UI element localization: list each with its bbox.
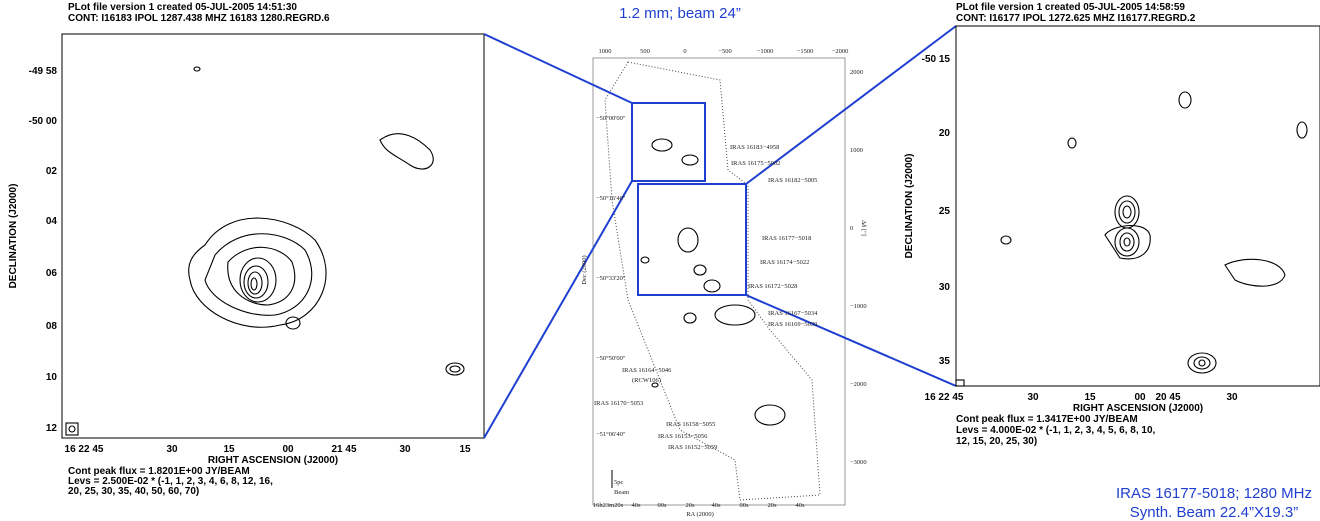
figure: PLot file version 1 created 05-JUL-2005 …	[0, 0, 1320, 521]
caption: Synth. Beam 22.4”X19.3”	[1130, 504, 1298, 521]
x-tick-label: 00	[282, 444, 294, 455]
y-tick-label: 25	[939, 206, 951, 217]
left-tick-label: −50°16'40"	[596, 195, 626, 202]
left-tick-label: −51°06'40"	[596, 431, 626, 438]
source-label: IRAS 16177−5018	[762, 235, 811, 242]
right-tick-label: −2000	[850, 381, 867, 388]
source-label: IRAS 16183−4958	[730, 144, 779, 151]
right-tick-label: 2000	[850, 69, 863, 76]
bottom-tick-label: 00s	[657, 502, 667, 509]
beam-label: Beam	[614, 489, 629, 496]
axis-label: Δδ ["]	[860, 220, 867, 236]
right-contours	[956, 92, 1307, 386]
top-tick-label: −1000	[757, 48, 774, 55]
y-tick-label: 06	[46, 268, 58, 279]
top-tick-label: 1000	[599, 48, 612, 55]
axis-label: RIGHT ASCENSION (J2000)	[1073, 403, 1203, 414]
y-tick-label: 08	[46, 321, 58, 332]
y-tick-label: 35	[939, 356, 951, 367]
panel-title: 1.2 mm; beam 24”	[619, 5, 741, 22]
source-label: IRAS 16167−5034	[768, 310, 818, 317]
y-tick-label: 12	[46, 423, 58, 434]
y-tick-label: -50 15	[922, 54, 951, 65]
right-tick-label: −3000	[850, 459, 867, 466]
left-frame	[62, 34, 484, 438]
bottom-tick-label: 40s	[795, 502, 805, 509]
source-label: IRAS 16153−5056	[658, 433, 708, 440]
plot-footer: Cont peak flux = 1.3417E+00 JY/BEAM	[956, 414, 1138, 425]
top-tick-label: 0	[683, 48, 686, 55]
y-tick-label: 20	[939, 128, 951, 139]
x-tick-label: 21 45	[331, 444, 356, 455]
source-label: IRAS 16170−5053	[594, 400, 643, 407]
y-tick-label: 04	[46, 216, 58, 227]
axis-label: Dec (2000)	[581, 255, 588, 284]
axis-label: RA (2000)	[686, 511, 714, 518]
y-tick-label: 10	[46, 372, 58, 383]
plot-header: PLot file version 1 created 05-JUL-2005 …	[68, 2, 297, 13]
axis-label: DECLINATION (J2000)	[8, 184, 19, 289]
bottom-tick-label: 40s	[631, 502, 641, 509]
source-label: IRAS 16152−5059	[668, 444, 717, 451]
right-tick-label: −1000	[850, 303, 867, 310]
top-tick-label: −2000	[832, 48, 849, 55]
source-label: IRAS 16175−5002	[731, 160, 780, 167]
y-tick-label: -49 58	[29, 66, 58, 77]
left-tick-label: −50°50'00"	[596, 355, 626, 362]
axis-label: RIGHT ASCENSION (J2000)	[208, 455, 338, 466]
source-label: IRAS 16169−5039	[768, 321, 817, 328]
source-label: IRAS 16172−5028	[748, 283, 797, 290]
scale-bar-label: 5pc	[614, 479, 624, 486]
y-tick-label: 30	[939, 282, 951, 293]
bottom-tick-label: 20s	[767, 502, 777, 509]
source-label: IRAS 16158−5055	[666, 421, 715, 428]
x-tick-label: 30	[1226, 392, 1238, 403]
zoom-indicators	[484, 26, 956, 438]
x-tick-label: 20 45	[1155, 392, 1180, 403]
top-tick-label: 500	[640, 48, 650, 55]
plot-footer: Levs = 4.000E-02 * (-1, 1, 2, 3, 4, 5, 6…	[956, 425, 1156, 436]
bottom-tick-label: 40s	[711, 502, 721, 509]
bottom-tick-label: 20s	[685, 502, 695, 509]
left-tick-label: −50°33'20"	[596, 275, 626, 282]
center-frame	[593, 58, 845, 505]
x-tick-label: 30	[166, 444, 178, 455]
x-tick-label: 16 22 45	[925, 392, 964, 403]
x-tick-label: 30	[1027, 392, 1039, 403]
axis-label: DECLINATION (J2000)	[904, 154, 915, 259]
y-tick-label: -50 00	[29, 116, 58, 127]
source-label: (RCW106)	[632, 377, 661, 384]
x-tick-label: 15	[1084, 392, 1096, 403]
x-tick-label: 30	[399, 444, 411, 455]
x-tick-label: 00	[1134, 392, 1146, 403]
source-label: IRAS 16182−5005	[768, 177, 817, 184]
right-tick-label: 1000	[850, 147, 863, 154]
left-contours	[66, 67, 464, 435]
bottom-tick-label: 16h23m20s	[593, 502, 624, 509]
plot-header: CONT: I16183 IPOL 1287.438 MHZ 16183 128…	[68, 13, 330, 24]
top-tick-label: −500	[718, 48, 731, 55]
plot-footer: 20, 25, 30, 35, 40, 50, 60, 70)	[68, 486, 199, 497]
bottom-tick-label: 00s	[739, 502, 749, 509]
y-tick-label: 02	[46, 166, 58, 177]
right-tick-label: 0	[850, 225, 853, 232]
plot-header: PLot file version 1 created 05-JUL-2005 …	[956, 2, 1185, 13]
source-label: IRAS 16174−5022	[760, 259, 809, 266]
top-tick-label: −1500	[797, 48, 814, 55]
plot-header: CONT: I16177 IPOL 1272.625 MHZ I16177.RE…	[956, 13, 1196, 24]
caption: IRAS 16177-5018; 1280 MHz	[1116, 485, 1312, 502]
left-tick-label: −50°00'00"	[596, 115, 626, 122]
source-label: IRAS 16164−5046	[622, 367, 672, 374]
x-tick-label: 16 22 45	[65, 444, 104, 455]
plot-footer: 12, 15, 20, 25, 30)	[956, 436, 1037, 447]
x-tick-label: 15	[459, 444, 471, 455]
x-tick-label: 15	[223, 444, 235, 455]
